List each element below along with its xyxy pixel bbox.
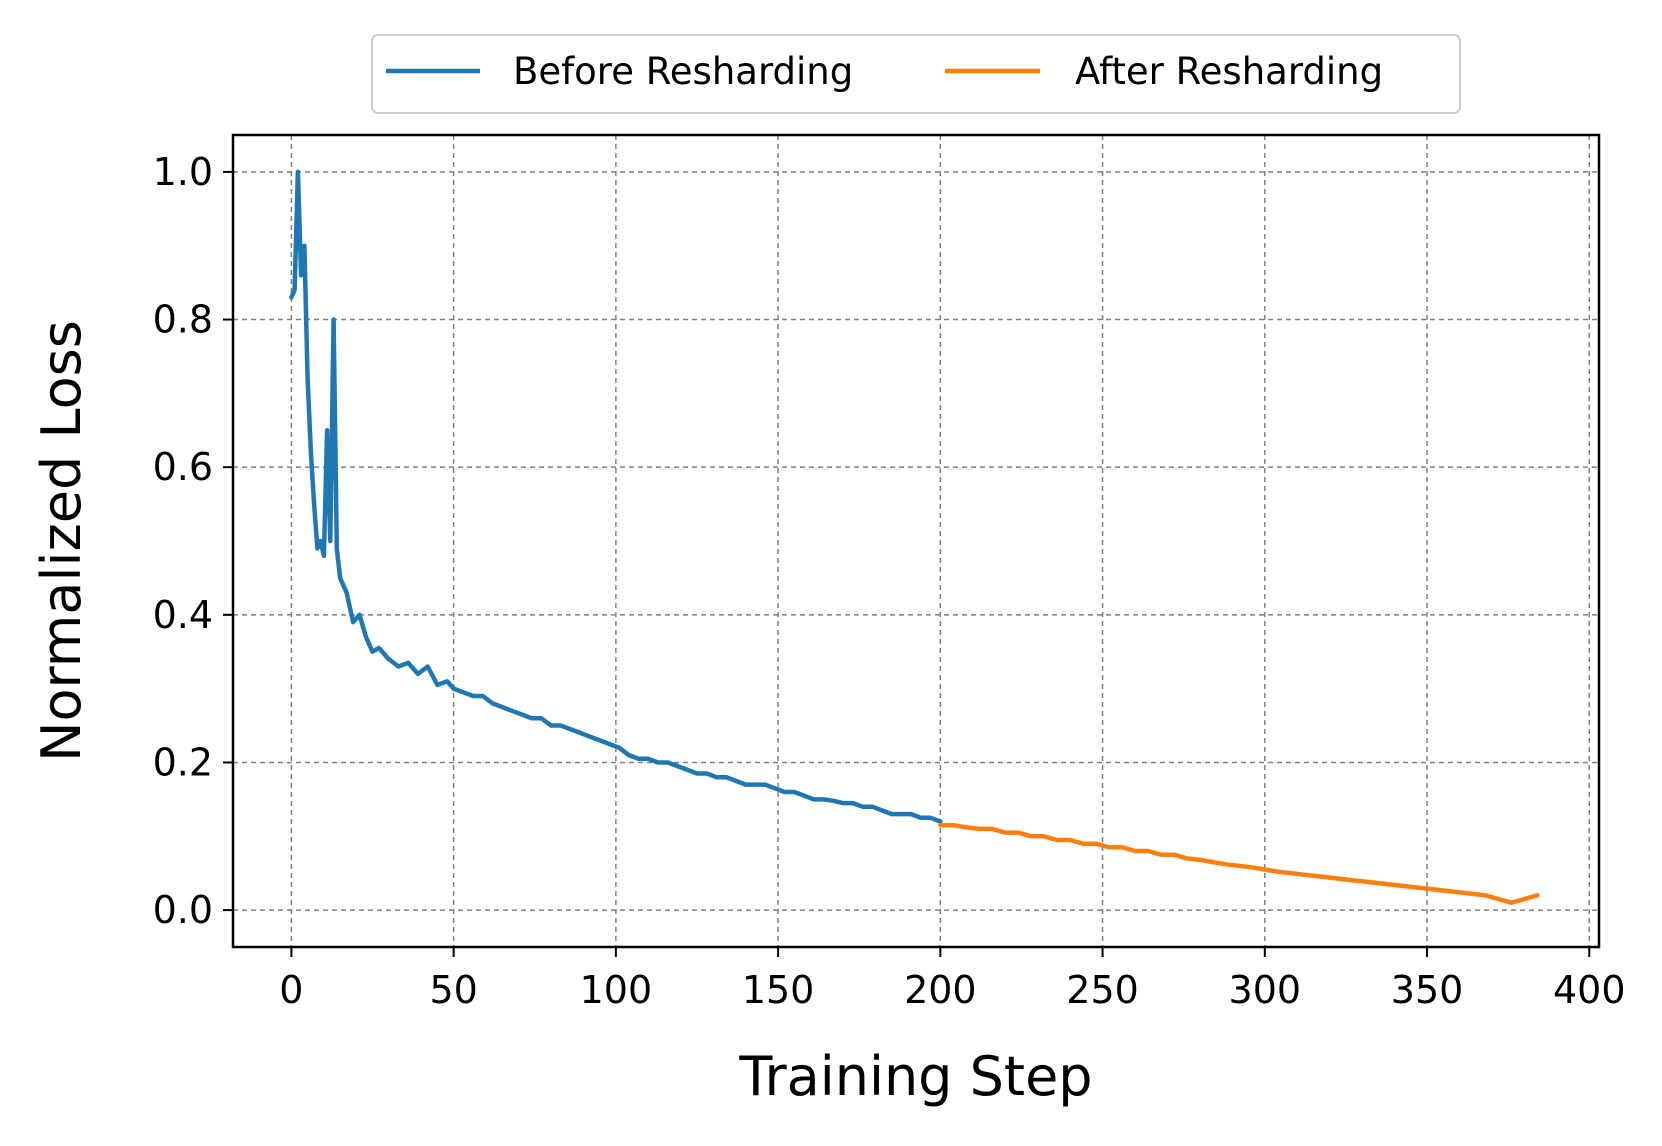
x-tick-label: 0 [279,968,303,1012]
x-tick-label: 300 [1229,968,1302,1012]
x-tick-label: 350 [1391,968,1464,1012]
y-tick-label: 0.2 [153,740,213,784]
y-axis-label: Normalized Loss [30,320,93,762]
x-axis-label: Training Step [738,1045,1092,1108]
series-line-after-resharding [938,822,1540,905]
x-tick-label: 150 [742,968,815,1012]
y-tick-label: 0.0 [153,888,213,932]
x-tick-label: 400 [1553,968,1626,1012]
series-layer [289,169,1540,905]
x-tick-label: 50 [429,968,477,1012]
series-line-before-resharding [289,169,943,824]
plot-frame [231,133,1601,949]
axis-ticks: 0 50 100 150 200 250 300 350 400 0.0 0.2 0.4 0.6 0.8 1… [153,150,1626,1012]
y-tick-label: 1.0 [153,150,213,194]
y-tick-label: 0.8 [153,298,213,342]
grid [233,135,1599,947]
y-tick-label: 0.6 [153,445,213,489]
legend-box [371,34,1461,114]
x-tick-label: 200 [904,968,977,1012]
legend: Before Resharding After Resharding [371,34,1461,114]
y-tick-label: 0.4 [153,593,213,637]
x-tick-label: 250 [1066,968,1139,1012]
legend-label-before: Before Resharding [513,50,853,93]
x-tick-label: 100 [580,968,653,1012]
legend-label-after: After Resharding [1075,50,1383,93]
